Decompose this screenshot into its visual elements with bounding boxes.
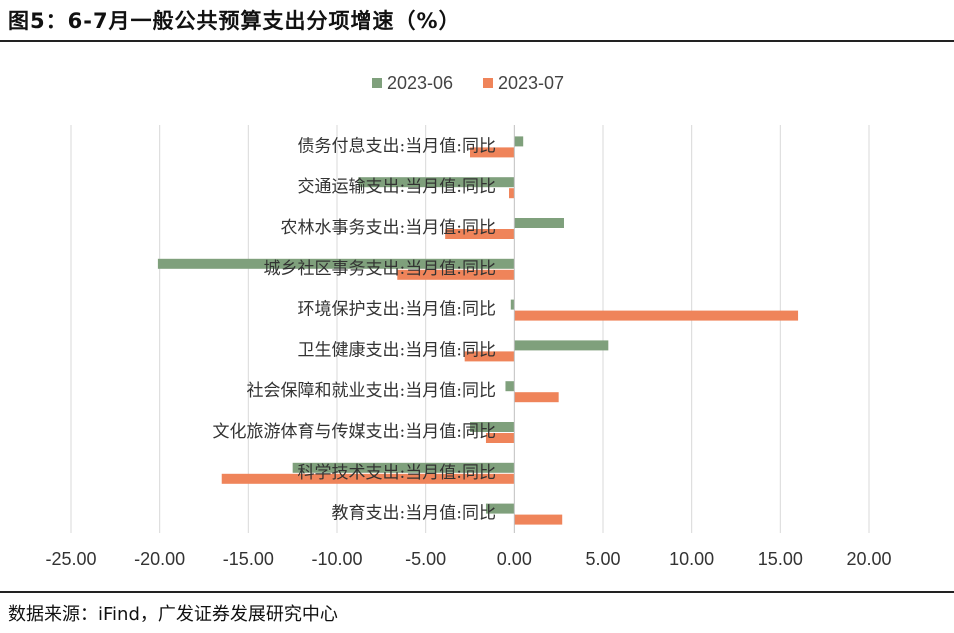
bar-2023-07 [470, 147, 515, 158]
category-label: 科学技术支出:当月值:同比 [298, 463, 496, 483]
x-tick-label: -10.00 [311, 549, 362, 569]
bar-2023-07 [445, 229, 515, 239]
bar-2023-06 [514, 136, 524, 147]
bar-2023-06 [510, 299, 515, 310]
x-tick-label: -25.00 [45, 549, 96, 569]
x-tick-label: 20.00 [846, 549, 891, 569]
bar-2023-07 [514, 392, 559, 403]
category-label: 债务付息支出:当月值:同比 [298, 136, 496, 156]
chart-title: 图5：6-7月一般公共预算支出分项增速（%） [8, 9, 461, 33]
bar-2023-06 [485, 503, 515, 514]
category-label: 交通运输支出:当月值:同比 [298, 177, 496, 197]
bar-2023-07 [221, 473, 515, 484]
x-tick-label: -5.00 [405, 549, 446, 569]
category-label: 环境保护支出:当月值:同比 [298, 300, 496, 320]
title-divider [0, 40, 954, 42]
source-note: 数据来源：iFind，广发证券发展研究中心 [8, 604, 338, 625]
x-tick-label: 5.00 [585, 549, 620, 569]
x-tick-label: 15.00 [758, 549, 803, 569]
bar-2023-06 [514, 218, 564, 228]
legend-label: 2023-06 [387, 73, 453, 93]
category-labels: 债务付息支出:当月值:同比交通运输支出:当月值:同比农林水事务支出:当月值:同比… [213, 136, 496, 523]
legend-swatch [483, 78, 493, 88]
bar-2023-07 [514, 514, 563, 525]
bar-2023-07 [485, 433, 515, 443]
gridlines [70, 125, 870, 533]
x-tick-labels: -25.00 -20.00 -15.00 -10.00 -5.00 0.00 5.00 10.… [45, 549, 891, 569]
footer-divider [0, 591, 954, 593]
x-tick-label: 10.00 [669, 549, 714, 569]
x-tick-label: -15.00 [223, 549, 274, 569]
category-label: 农林水事务支出:当月值:同比 [281, 218, 496, 238]
x-tick-label: 0.00 [497, 549, 532, 569]
bar-2023-07 [509, 188, 515, 199]
category-label: 文化旅游体育与传媒支出:当月值:同比 [213, 422, 496, 442]
x-tick-label: -20.00 [134, 549, 185, 569]
legend-label: 2023-07 [498, 73, 564, 93]
bar-2023-06 [514, 340, 609, 351]
bar-2023-06 [358, 177, 515, 188]
bar-2023-06 [505, 381, 515, 392]
category-label: 教育支出:当月值:同比 [332, 504, 496, 524]
bar-2023-07 [397, 269, 515, 280]
bar-2023-07 [464, 351, 515, 362]
category-label: 社会保障和就业支出:当月值:同比 [247, 381, 496, 401]
bar-2023-06 [292, 462, 515, 473]
legend: 2023-06 2023-07 [372, 73, 564, 93]
bar-2023-06 [157, 258, 515, 269]
category-label: 城乡社区事务支出:当月值:同比 [264, 259, 496, 279]
category-label: 卫生健康支出:当月值:同比 [298, 340, 496, 360]
legend-swatch [372, 78, 382, 88]
bar-2023-07 [514, 310, 799, 321]
bars [157, 136, 799, 525]
bar-2023-06 [470, 422, 515, 432]
